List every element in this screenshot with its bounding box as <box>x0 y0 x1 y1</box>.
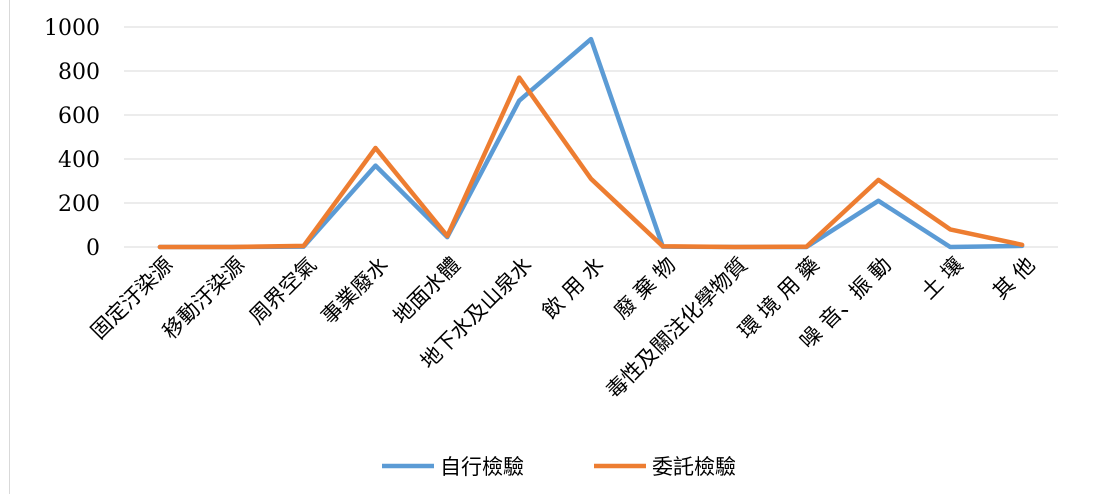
y-tick-label: 600 <box>58 104 100 129</box>
x-tick-label: 廢 棄 物 <box>609 253 680 324</box>
series-lines <box>157 36 1025 250</box>
legend-label: 自行檢驗 <box>440 455 524 479</box>
legend-label: 委託檢驗 <box>652 455 736 479</box>
y-tick-label: 0 <box>86 236 100 261</box>
x-tick-label: 其 他 <box>988 253 1039 304</box>
y-axis-ticks: 0 200 400 600 800 1000 <box>44 16 100 261</box>
y-tick-label: 1000 <box>44 16 100 41</box>
x-tick-label: 毒性及關注化學物質 <box>602 253 753 404</box>
x-tick-label: 周界空氣 <box>245 253 321 329</box>
x-axis-ticks: 固定汙染源移動汙染源周界空氣事業廢水地面水體地下水及山泉水飲 用 水廢 棄 物毒… <box>86 253 1039 404</box>
y-tick-label: 400 <box>58 148 100 173</box>
legend: 自行檢驗 委託檢驗 <box>382 455 736 479</box>
y-tick-label: 800 <box>58 60 100 85</box>
x-tick-label: 事業廢水 <box>317 253 393 329</box>
gridlines <box>124 26 1058 248</box>
series-line-0 <box>157 36 1025 250</box>
x-tick-label: 地面水體 <box>388 253 464 329</box>
x-tick-label: 土 壤 <box>916 253 967 304</box>
y-tick-label: 200 <box>58 192 100 217</box>
x-tick-label: 飲 用 水 <box>538 253 609 324</box>
chart-border <box>9 0 10 494</box>
series-line-1 <box>157 75 1025 250</box>
